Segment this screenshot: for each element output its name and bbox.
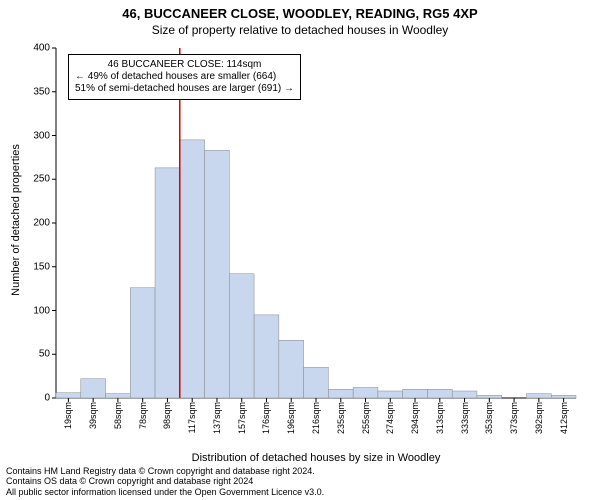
annotation-line1: 46 BUCCANEER CLOSE: 114sqm xyxy=(75,59,294,71)
x-axis-label: Distribution of detached houses by size … xyxy=(56,452,576,464)
x-tick-label: 235sqm xyxy=(336,402,346,434)
x-tick-label: 176sqm xyxy=(261,402,271,434)
x-tick-label: 98sqm xyxy=(162,402,172,429)
y-tick-label: 300 xyxy=(33,130,50,141)
x-tick-label: 392sqm xyxy=(534,402,544,434)
x-tick-label: 58sqm xyxy=(113,402,123,429)
x-tick-label: 216sqm xyxy=(311,402,321,434)
annotation-line3: 51% of semi-detached houses are larger (… xyxy=(75,83,294,95)
x-tick-label: 373sqm xyxy=(509,402,519,434)
x-tick-label: 78sqm xyxy=(138,402,148,429)
x-tick-label: 412sqm xyxy=(559,402,569,434)
annotation-box: 46 BUCCANEER CLOSE: 114sqm ← 49% of deta… xyxy=(68,54,301,100)
page-subtitle: Size of property relative to detached ho… xyxy=(0,21,600,37)
y-axis-label: Number of detached properties xyxy=(10,120,22,320)
attribution-line1: Contains HM Land Registry data © Crown c… xyxy=(6,466,324,477)
x-tick-label: 157sqm xyxy=(237,402,247,434)
y-tick-label: 0 xyxy=(44,393,50,404)
y-tick-label: 350 xyxy=(33,86,50,97)
y-tick-label: 250 xyxy=(33,174,50,185)
x-tick-label: 137sqm xyxy=(212,402,222,434)
plot-area: 050100150200250300350400 19sqm39sqm58sqm… xyxy=(56,48,576,398)
x-tick-label: 353sqm xyxy=(484,402,494,434)
annotation-line2: ← 49% of detached houses are smaller (66… xyxy=(75,71,294,83)
attribution: Contains HM Land Registry data © Crown c… xyxy=(6,466,324,498)
x-tick-label: 196sqm xyxy=(286,402,296,434)
x-tick-label: 333sqm xyxy=(460,402,470,434)
histogram-svg xyxy=(56,48,576,398)
y-tick-label: 100 xyxy=(33,305,50,316)
x-tick-label: 294sqm xyxy=(410,402,420,434)
y-tick-label: 150 xyxy=(33,261,50,272)
x-tick-label: 117sqm xyxy=(187,402,197,433)
page-title: 46, BUCCANEER CLOSE, WOODLEY, READING, R… xyxy=(0,0,600,21)
x-tick-label: 255sqm xyxy=(361,402,371,434)
attribution-line2: Contains OS data © Crown copyright and d… xyxy=(6,476,324,487)
x-tick-label: 39sqm xyxy=(88,402,98,429)
x-tick-label: 19sqm xyxy=(63,402,73,429)
y-tick-label: 400 xyxy=(33,43,50,54)
x-tick-label: 313sqm xyxy=(435,402,445,434)
x-tick-label: 274sqm xyxy=(385,402,395,434)
y-tick-label: 200 xyxy=(33,218,50,229)
y-tick-label: 50 xyxy=(39,349,50,360)
chart-container: 46, BUCCANEER CLOSE, WOODLEY, READING, R… xyxy=(0,0,600,500)
attribution-line3: All public sector information licensed u… xyxy=(6,487,324,498)
